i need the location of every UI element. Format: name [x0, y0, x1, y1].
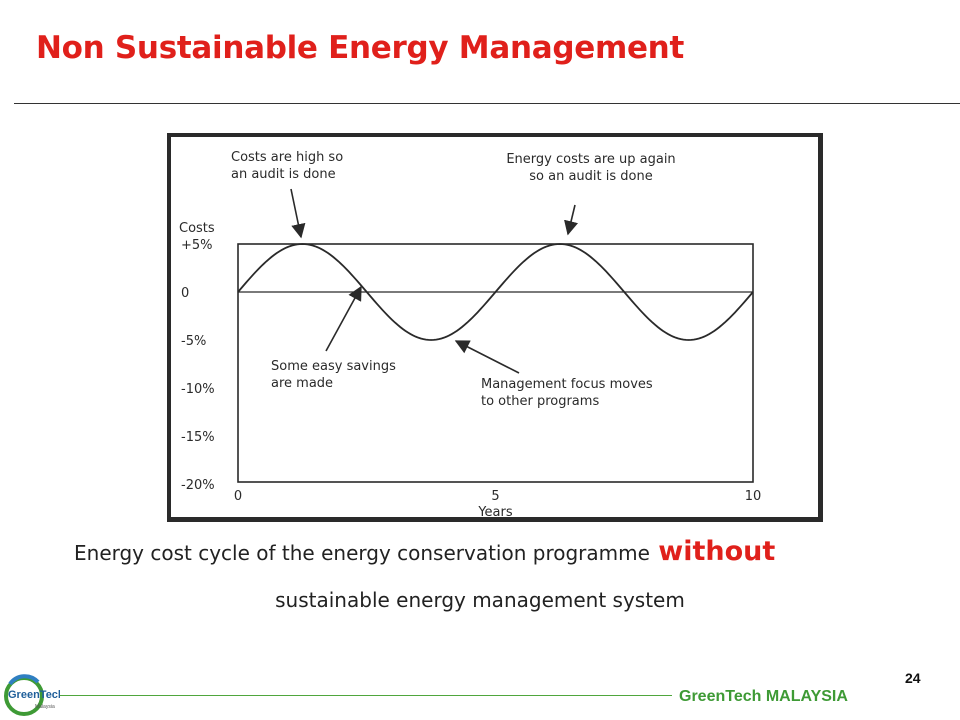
data-point [688, 339, 690, 341]
data-point [527, 258, 529, 260]
y-tick-label: -10% [181, 382, 215, 397]
caption-line-1: Energy cost cycle of the energy conserva… [74, 536, 775, 567]
data-point [237, 291, 239, 293]
y-tick-label: -20% [181, 478, 215, 493]
y-tick-label: -15% [181, 430, 215, 445]
data-point [591, 258, 593, 260]
data-point [430, 339, 432, 341]
data-point [398, 325, 400, 327]
annotation-arrow [325, 285, 362, 352]
data-point [495, 291, 497, 293]
y-axis-label: Costs [179, 221, 215, 236]
greentech-logo: GreenTech Malaysia [4, 674, 60, 716]
data-point [623, 291, 625, 293]
data-point [463, 325, 465, 327]
x-axis-label: Years [477, 505, 513, 517]
data-point [302, 243, 304, 245]
cost-cycle-line [237, 243, 754, 341]
caption-text: Energy cost cycle of the energy conserva… [74, 541, 657, 565]
annotation-label: Management focus moves to other programs [481, 377, 653, 409]
data-point [656, 325, 658, 327]
annotation-label: Some easy savings are made [271, 359, 396, 391]
title-divider [14, 103, 960, 104]
plot-area-border [237, 243, 754, 483]
data-point [559, 243, 561, 245]
y-tick-label: -5% [181, 334, 206, 349]
caption-emphasis: without [658, 536, 776, 567]
annotation-arrow [564, 204, 579, 236]
annotation-label: Costs are high so an audit is done [231, 150, 343, 182]
data-point [752, 291, 754, 293]
logo-text: GreenTech [8, 689, 60, 701]
x-tick-label: 5 [491, 489, 499, 504]
chart-frame: Costs+5%0-5%-10%-15%-20%-25%0510YearsCos… [167, 133, 823, 522]
annotation-arrow [454, 340, 520, 374]
logo-subtext: Malaysia [35, 704, 55, 710]
caption-line-2: sustainable energy management system [275, 588, 685, 612]
footer-organization: GreenTech MALAYSIA [679, 688, 848, 705]
x-tick-label: 0 [234, 489, 242, 504]
data-point [269, 258, 271, 260]
page-number: 24 [905, 670, 921, 686]
annotation-label: Energy costs are up again so an audit is … [506, 152, 675, 184]
data-point [334, 258, 336, 260]
y-tick-label: +5% [181, 238, 213, 253]
y-tick-label: 0 [181, 286, 189, 301]
energy-cost-cycle-chart: Costs+5%0-5%-10%-15%-20%-25%0510YearsCos… [179, 150, 762, 517]
x-tick-label: 10 [745, 489, 762, 504]
data-point [720, 325, 722, 327]
annotation-arrow [290, 188, 306, 239]
footer-divider [60, 695, 672, 696]
data-point [366, 291, 368, 293]
slide-title: Non Sustainable Energy Management [36, 30, 684, 66]
